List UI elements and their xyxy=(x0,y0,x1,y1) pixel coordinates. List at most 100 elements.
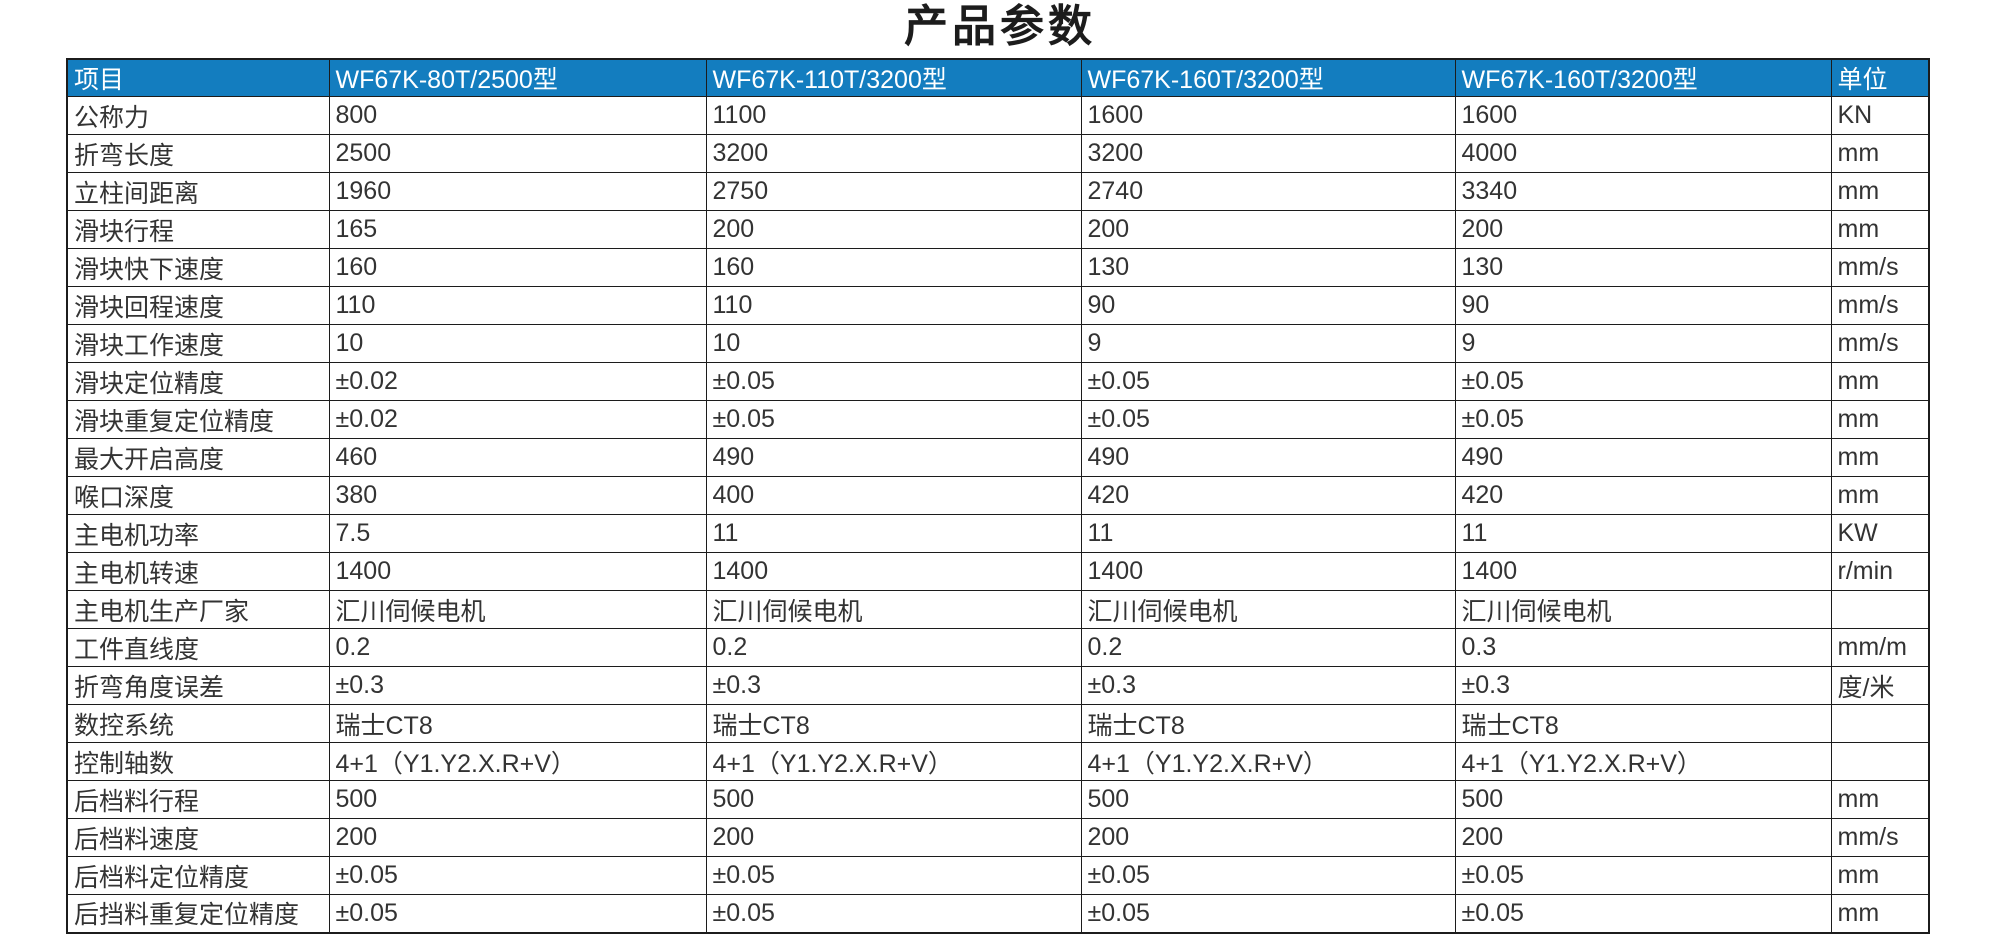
param-value: ±0.02 xyxy=(328,362,707,401)
param-value: 420 xyxy=(1080,476,1456,515)
param-label: 滑块工作速度 xyxy=(66,324,330,363)
param-value: 瑞士CT8 xyxy=(1454,704,1832,743)
param-value: 490 xyxy=(1454,438,1832,477)
table-row: 喉口深度 380 400 420 420 mm xyxy=(66,476,1930,515)
param-value: 0.2 xyxy=(1080,628,1456,667)
column-header-item: 项目 xyxy=(66,58,330,97)
param-value: 460 xyxy=(328,438,707,477)
param-value: 0.3 xyxy=(1454,628,1832,667)
param-value: ±0.05 xyxy=(328,894,707,933)
param-value: 130 xyxy=(1080,248,1456,287)
table-row: 后挡料重复定位精度 ±0.05 ±0.05 ±0.05 ±0.05 mm xyxy=(66,894,1930,933)
param-value: 200 xyxy=(1454,818,1832,857)
param-label: 折弯长度 xyxy=(66,134,330,173)
param-value: 4+1（Y1.Y2.X.R+V） xyxy=(1080,742,1456,781)
param-value: ±0.05 xyxy=(328,856,707,895)
table-header-row: 项目 WF67K-80T/2500型 WF67K-110T/3200型 WF67K-1… xyxy=(66,58,1930,97)
param-label: 后档料定位精度 xyxy=(66,856,330,895)
param-value: 1960 xyxy=(328,172,707,211)
param-value: 380 xyxy=(328,476,707,515)
param-value: 160 xyxy=(328,248,707,287)
param-unit: KN xyxy=(1830,96,1930,135)
param-value: ±0.05 xyxy=(1080,362,1456,401)
param-label: 最大开启高度 xyxy=(66,438,330,477)
param-label: 后档料行程 xyxy=(66,780,330,819)
param-label: 滑块回程速度 xyxy=(66,286,330,325)
param-label: 主电机转速 xyxy=(66,552,330,591)
param-value: 瑞士CT8 xyxy=(1080,704,1456,743)
param-label: 主电机功率 xyxy=(66,514,330,553)
param-label: 主电机生产厂家 xyxy=(66,590,330,629)
column-header-model-1: WF67K-80T/2500型 xyxy=(328,58,707,97)
param-label: 喉口深度 xyxy=(66,476,330,515)
param-value: 1400 xyxy=(705,552,1082,591)
param-value: 汇川伺候电机 xyxy=(1080,590,1456,629)
param-unit: KW xyxy=(1830,514,1930,553)
param-value: 3340 xyxy=(1454,172,1832,211)
param-value: 0.2 xyxy=(705,628,1082,667)
param-value: 165 xyxy=(328,210,707,249)
param-unit: mm xyxy=(1830,780,1930,819)
param-value: 90 xyxy=(1080,286,1456,325)
param-value: ±0.05 xyxy=(1454,362,1832,401)
table-row: 折弯角度误差 ±0.3 ±0.3 ±0.3 ±0.3 度/米 xyxy=(66,666,1930,705)
param-value: ±0.05 xyxy=(705,894,1082,933)
table-row: 折弯长度 2500 3200 3200 4000 mm xyxy=(66,134,1930,173)
table-row: 后档料速度 200 200 200 200 mm/s xyxy=(66,818,1930,857)
param-value: 160 xyxy=(705,248,1082,287)
param-value: 500 xyxy=(1454,780,1832,819)
param-unit: mm xyxy=(1830,400,1930,439)
param-value: 10 xyxy=(705,324,1082,363)
param-value: 1400 xyxy=(1454,552,1832,591)
param-value: ±0.05 xyxy=(1080,894,1456,933)
param-value: ±0.05 xyxy=(1080,400,1456,439)
param-value: 1600 xyxy=(1080,96,1456,135)
table-row: 滑块回程速度 110 110 90 90 mm/s xyxy=(66,286,1930,325)
param-unit: mm xyxy=(1830,172,1930,211)
param-value: 490 xyxy=(1080,438,1456,477)
param-label: 滑块行程 xyxy=(66,210,330,249)
param-value: 9 xyxy=(1080,324,1456,363)
param-unit: mm/s xyxy=(1830,818,1930,857)
param-value: ±0.05 xyxy=(705,362,1082,401)
param-unit: mm/s xyxy=(1830,324,1930,363)
param-unit: mm xyxy=(1830,438,1930,477)
param-value: 800 xyxy=(328,96,707,135)
table-row: 滑块定位精度 ±0.02 ±0.05 ±0.05 ±0.05 mm xyxy=(66,362,1930,401)
param-unit: r/min xyxy=(1830,552,1930,591)
param-value: 3200 xyxy=(705,134,1082,173)
param-value: ±0.05 xyxy=(1080,856,1456,895)
param-value: ±0.05 xyxy=(705,400,1082,439)
param-label: 折弯角度误差 xyxy=(66,666,330,705)
param-value: 11 xyxy=(1454,514,1832,553)
param-value: 400 xyxy=(705,476,1082,515)
table-row: 后档料行程 500 500 500 500 mm xyxy=(66,780,1930,819)
table-row: 滑块工作速度 10 10 9 9 mm/s xyxy=(66,324,1930,363)
table-row: 滑块快下速度 160 160 130 130 mm/s xyxy=(66,248,1930,287)
param-value: 200 xyxy=(705,210,1082,249)
param-unit: 度/米 xyxy=(1830,666,1930,705)
param-value: ±0.02 xyxy=(328,400,707,439)
column-header-model-3: WF67K-160T/3200型 xyxy=(1080,58,1456,97)
table-body: 公称力 800 1100 1600 1600 KN 折弯长度 2500 3200 3200 4000… xyxy=(66,96,1930,933)
param-value: 汇川伺候电机 xyxy=(328,590,707,629)
column-header-model-2: WF67K-110T/3200型 xyxy=(705,58,1082,97)
param-value: 4+1（Y1.Y2.X.R+V） xyxy=(705,742,1082,781)
param-label: 立柱间距离 xyxy=(66,172,330,211)
column-header-model-4: WF67K-160T/3200型 xyxy=(1454,58,1832,97)
param-value: 200 xyxy=(705,818,1082,857)
param-value: 2750 xyxy=(705,172,1082,211)
param-label: 数控系统 xyxy=(66,704,330,743)
param-value: ±0.05 xyxy=(1454,856,1832,895)
param-value: 2500 xyxy=(328,134,707,173)
param-unit: mm xyxy=(1830,476,1930,515)
param-value: ±0.05 xyxy=(705,856,1082,895)
param-value: ±0.3 xyxy=(705,666,1082,705)
param-label: 后挡料重复定位精度 xyxy=(66,894,330,933)
table-row: 主电机生产厂家 汇川伺候电机 汇川伺候电机 汇川伺候电机 汇川伺候电机 xyxy=(66,590,1930,629)
param-value: ±0.3 xyxy=(328,666,707,705)
product-parameters-table: 项目 WF67K-80T/2500型 WF67K-110T/3200型 WF67K-1… xyxy=(66,58,1930,934)
param-value: 1400 xyxy=(1080,552,1456,591)
param-value: 4000 xyxy=(1454,134,1832,173)
